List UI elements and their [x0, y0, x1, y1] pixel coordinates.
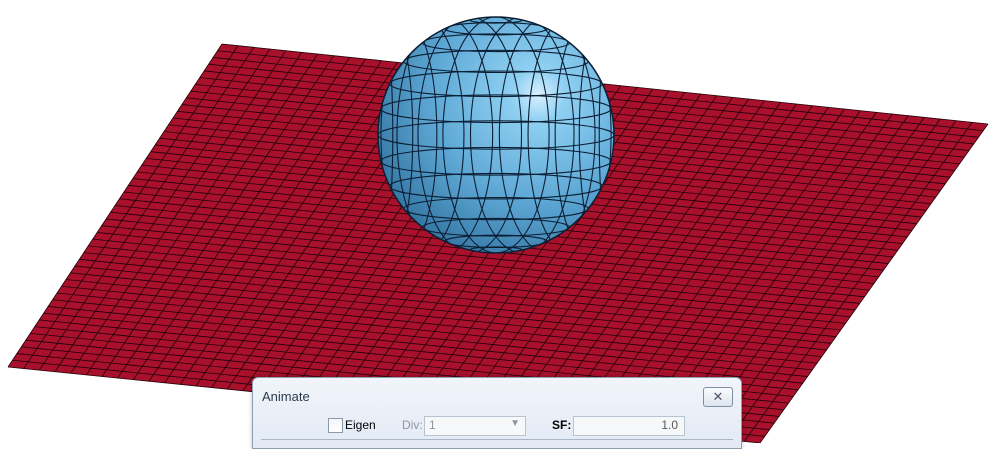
eigen-label: Eigen [345, 418, 376, 432]
close-icon: ✕ [712, 389, 724, 404]
div-dropdown[interactable]: 1 ▼ [424, 416, 526, 436]
close-button[interactable]: ✕ [703, 387, 733, 407]
eigen-checkbox[interactable] [328, 418, 343, 433]
sphere-mesh [378, 17, 614, 253]
sf-label: SF: [552, 418, 572, 432]
sf-value: 1.0 [661, 418, 678, 432]
div-label: Div: [402, 418, 423, 432]
animate-dialog: Animate ✕ Eigen Div: 1 ▼ SF: 1.0 [252, 377, 742, 449]
divider [261, 439, 733, 440]
sf-input[interactable]: 1.0 [573, 416, 685, 436]
sphere-outline [377, 16, 615, 254]
div-value: 1 [429, 418, 436, 432]
chevron-down-icon: ▼ [510, 418, 520, 429]
dialog-title: Animate [262, 389, 310, 404]
animate-options-row: Eigen Div: 1 ▼ SF: 1.0 [253, 416, 741, 438]
sphere-surface [378, 17, 614, 253]
